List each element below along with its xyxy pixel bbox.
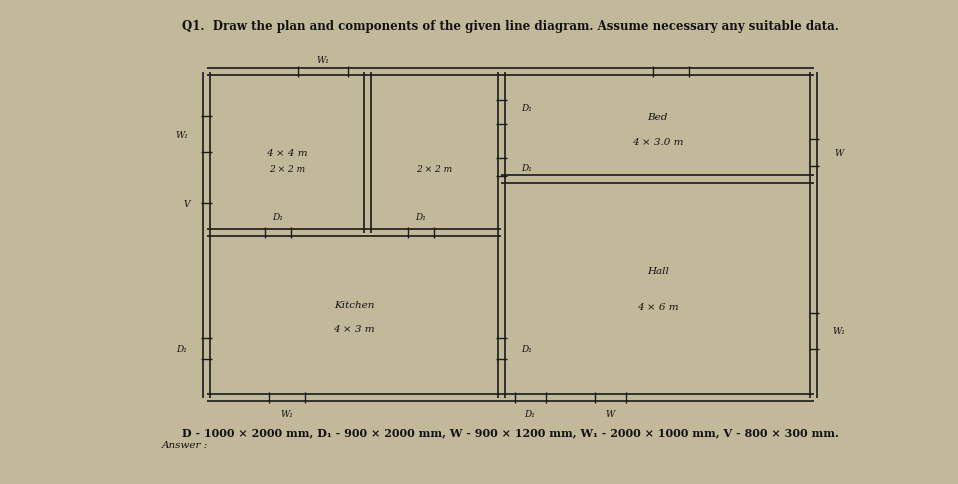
Text: Q1.  Draw the plan and components of the given line diagram. Assume necessary an: Q1. Draw the plan and components of the … bbox=[182, 20, 838, 33]
Text: D₁: D₁ bbox=[521, 345, 532, 353]
Text: D₁: D₁ bbox=[416, 212, 426, 222]
Text: W: W bbox=[834, 149, 843, 157]
Text: 4 × 3.0 m: 4 × 3.0 m bbox=[632, 138, 683, 147]
Text: W₁: W₁ bbox=[175, 131, 188, 139]
Text: 2 × 2 m: 2 × 2 m bbox=[417, 165, 452, 173]
Text: Hall: Hall bbox=[647, 267, 669, 275]
Text: D₁: D₁ bbox=[524, 409, 536, 419]
Text: D₁: D₁ bbox=[176, 345, 187, 353]
Text: V: V bbox=[184, 199, 191, 208]
Text: D₁: D₁ bbox=[521, 164, 532, 172]
Text: D₁: D₁ bbox=[273, 212, 284, 222]
Text: Bed: Bed bbox=[648, 113, 668, 122]
Text: D₁: D₁ bbox=[521, 104, 532, 113]
Text: 4 × 3 m: 4 × 3 m bbox=[333, 324, 375, 333]
Text: 4 × 6 m: 4 × 6 m bbox=[637, 302, 678, 311]
Text: D - 1000 × 2000 mm, D₁ - 900 × 2000 mm, W - 900 × 1200 mm, W₁ - 2000 × 1000 mm, : D - 1000 × 2000 mm, D₁ - 900 × 2000 mm, … bbox=[182, 426, 838, 438]
Text: 2 × 2 m: 2 × 2 m bbox=[269, 165, 305, 173]
Text: W₁: W₁ bbox=[833, 327, 845, 335]
Text: W: W bbox=[605, 409, 615, 419]
Text: W₁: W₁ bbox=[281, 409, 293, 419]
Text: W₁: W₁ bbox=[316, 56, 330, 65]
Text: Answer :: Answer : bbox=[162, 440, 208, 449]
Text: 4 × 4 m: 4 × 4 m bbox=[266, 149, 308, 157]
Text: Kitchen: Kitchen bbox=[333, 301, 375, 309]
